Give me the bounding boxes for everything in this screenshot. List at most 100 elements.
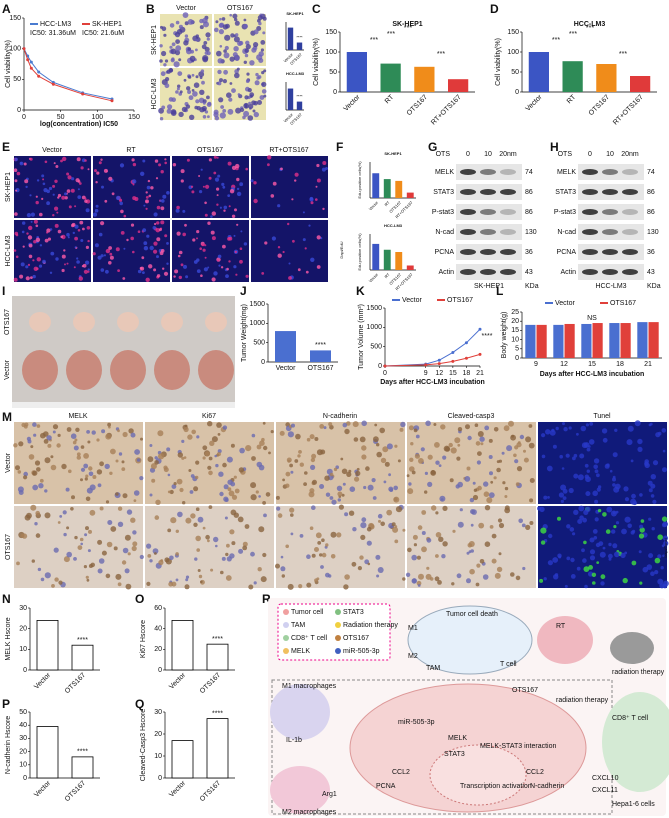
- texture: [224, 45, 229, 51]
- texture: [155, 499, 161, 505]
- texture: [110, 448, 116, 455]
- annotation: ****: [315, 342, 326, 349]
- texture: [80, 542, 83, 546]
- texture: [302, 211, 305, 214]
- y-axis-label: MELK Hscore: [5, 617, 12, 660]
- texture: [593, 464, 598, 470]
- texture: [188, 469, 192, 472]
- texture: [663, 580, 669, 587]
- texture: [584, 463, 589, 468]
- x-tick-label: 18: [463, 370, 471, 377]
- texture: [612, 475, 616, 479]
- texture: [52, 193, 55, 196]
- protein-label: STAT3: [433, 189, 454, 196]
- texture: [140, 437, 143, 441]
- texture: [66, 189, 71, 193]
- texture: [250, 551, 255, 557]
- row-label: Vector: [4, 359, 11, 380]
- texture: [223, 69, 229, 75]
- texture: [578, 505, 585, 512]
- texture: [86, 487, 93, 494]
- texture: [126, 238, 129, 242]
- texture: [425, 420, 431, 427]
- texture: [46, 435, 52, 441]
- y-tick-label: 50: [329, 69, 337, 76]
- texture: [181, 456, 185, 460]
- texture: [61, 156, 67, 162]
- texture: [406, 474, 410, 478]
- texture: [570, 574, 576, 579]
- bar: [287, 88, 294, 110]
- texture: [328, 574, 332, 578]
- texture: [101, 550, 107, 556]
- blot-cell-line: HCC-LM3: [595, 283, 626, 290]
- texture: [250, 494, 257, 501]
- texture: [427, 454, 433, 460]
- texture: [92, 475, 97, 479]
- texture: [175, 578, 179, 582]
- texture: [454, 437, 461, 444]
- texture: [197, 516, 204, 523]
- texture: [173, 61, 180, 68]
- texture: [215, 463, 219, 468]
- texture: [87, 270, 90, 273]
- texture: [236, 191, 242, 197]
- size-label: 43: [647, 269, 655, 276]
- texture: [115, 247, 120, 252]
- texture: [86, 226, 91, 230]
- blot-dose: 0: [466, 151, 470, 158]
- texture: [260, 48, 264, 52]
- line: [23, 48, 113, 102]
- texture: [638, 550, 642, 554]
- texture: [310, 464, 316, 470]
- x-tick-label: RT: [384, 93, 396, 105]
- texture: [137, 230, 141, 233]
- texture: [582, 517, 587, 523]
- texture: [221, 182, 225, 186]
- texture: [122, 277, 126, 280]
- point: [37, 70, 41, 74]
- texture: [216, 50, 222, 57]
- y-axis-label: Cell viability(%): [495, 38, 502, 86]
- texture: [648, 488, 653, 493]
- texture: [66, 526, 70, 530]
- texture: [252, 109, 256, 113]
- texture: [204, 110, 209, 114]
- texture: [395, 506, 403, 513]
- texture: [207, 465, 212, 470]
- texture: [402, 577, 406, 581]
- texture: [650, 571, 655, 576]
- texture: [630, 498, 637, 505]
- texture: [515, 482, 520, 486]
- texture: [289, 507, 295, 513]
- texture: [44, 572, 51, 579]
- texture: [596, 487, 601, 492]
- texture: [155, 228, 160, 233]
- texture: [561, 467, 565, 470]
- texture: [282, 478, 285, 482]
- texture: [159, 117, 164, 121]
- texture: [634, 420, 641, 427]
- texture: [84, 533, 88, 537]
- texture: [585, 491, 591, 497]
- texture: [290, 513, 294, 517]
- blot-band: [480, 249, 496, 255]
- texture: [441, 554, 446, 559]
- texture: [265, 492, 271, 497]
- texture: [15, 189, 18, 192]
- texture: [163, 33, 167, 37]
- texture: [44, 512, 51, 519]
- texture: [553, 574, 559, 580]
- texture: [514, 459, 519, 464]
- texture: [139, 554, 144, 560]
- y-axis-label: Cell viability(%): [5, 40, 12, 88]
- texture: [258, 464, 265, 471]
- column-label: OTS167: [197, 147, 223, 154]
- texture: [57, 229, 62, 234]
- bar: [528, 52, 549, 92]
- texture: [233, 265, 237, 269]
- texture: [484, 541, 491, 547]
- point: [383, 364, 387, 368]
- texture: [430, 470, 437, 476]
- texture: [229, 56, 235, 62]
